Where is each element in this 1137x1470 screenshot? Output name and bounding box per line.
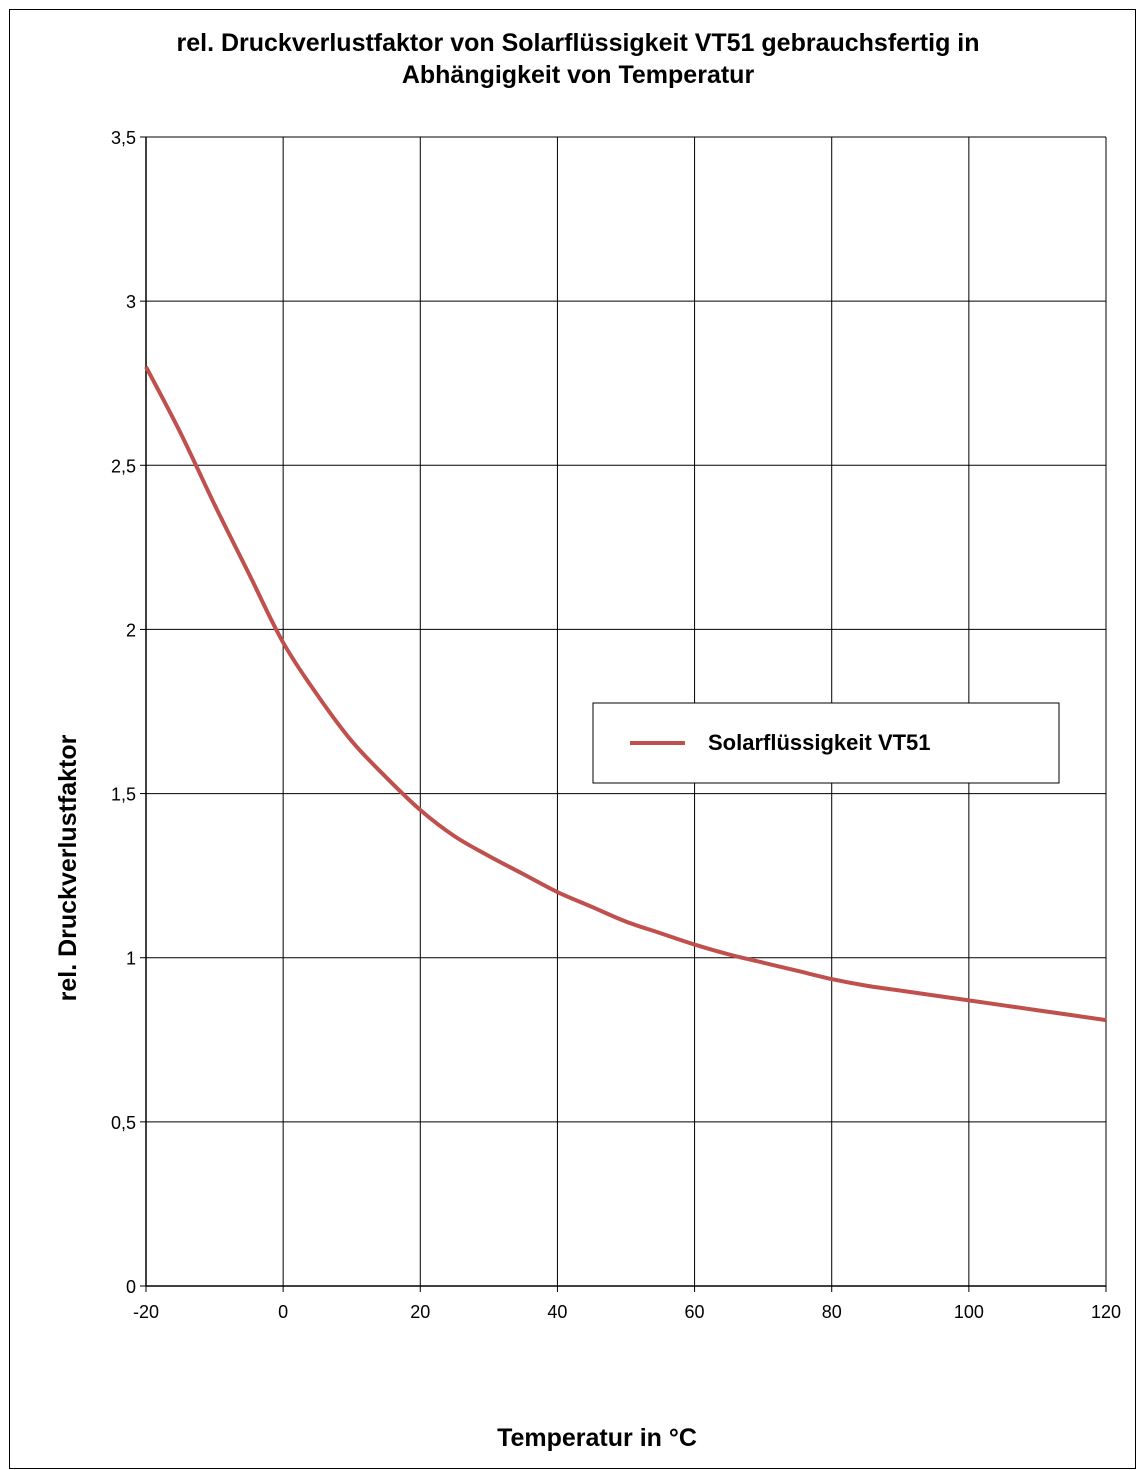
chart-title-line-2: Abhängigkeit von Temperatur bbox=[402, 61, 755, 89]
chart-title: rel. Druckverlustfaktor von Solarflüssig… bbox=[176, 29, 979, 89]
y-tick-label: 0 bbox=[126, 1277, 136, 1297]
legend-label: Solarflüssigkeit VT51 bbox=[708, 730, 931, 755]
y-tick-label: 3,5 bbox=[111, 128, 136, 148]
series-layer bbox=[144, 365, 1107, 1023]
series-line-0 bbox=[144, 365, 1107, 1023]
axes bbox=[140, 136, 1107, 1292]
y-tick-label: 0,5 bbox=[111, 1113, 136, 1133]
x-tick-label: 120 bbox=[1091, 1302, 1121, 1322]
x-axis-title: Temperatur in °C bbox=[497, 1424, 697, 1452]
x-tick-label: 60 bbox=[685, 1302, 705, 1322]
y-axis-title: rel. Druckverlustfaktor bbox=[54, 734, 82, 1001]
y-tick-label: 2,5 bbox=[111, 456, 136, 476]
x-tick-label: 80 bbox=[822, 1302, 842, 1322]
x-tick-label: 40 bbox=[547, 1302, 567, 1322]
y-tick-label: 2 bbox=[126, 620, 136, 640]
x-tick-labels: -20 0 20 40 60 80 100 120 bbox=[133, 1302, 1121, 1322]
x-tick-label: 20 bbox=[410, 1302, 430, 1322]
chart-title-line-1: rel. Druckverlustfaktor von Solarflüssig… bbox=[176, 29, 979, 57]
y-tick-labels: 0 0,5 1 1,5 2 2,5 3 3,5 bbox=[111, 128, 136, 1297]
x-tick-label: -20 bbox=[133, 1302, 159, 1322]
y-tick-label: 3 bbox=[126, 292, 136, 312]
legend: Solarflüssigkeit VT51 bbox=[592, 702, 1060, 784]
y-tick-label: 1,5 bbox=[111, 785, 136, 805]
x-tick-label: 100 bbox=[954, 1302, 984, 1322]
x-tick-label: 0 bbox=[278, 1302, 288, 1322]
y-tick-label: 1 bbox=[126, 949, 136, 969]
